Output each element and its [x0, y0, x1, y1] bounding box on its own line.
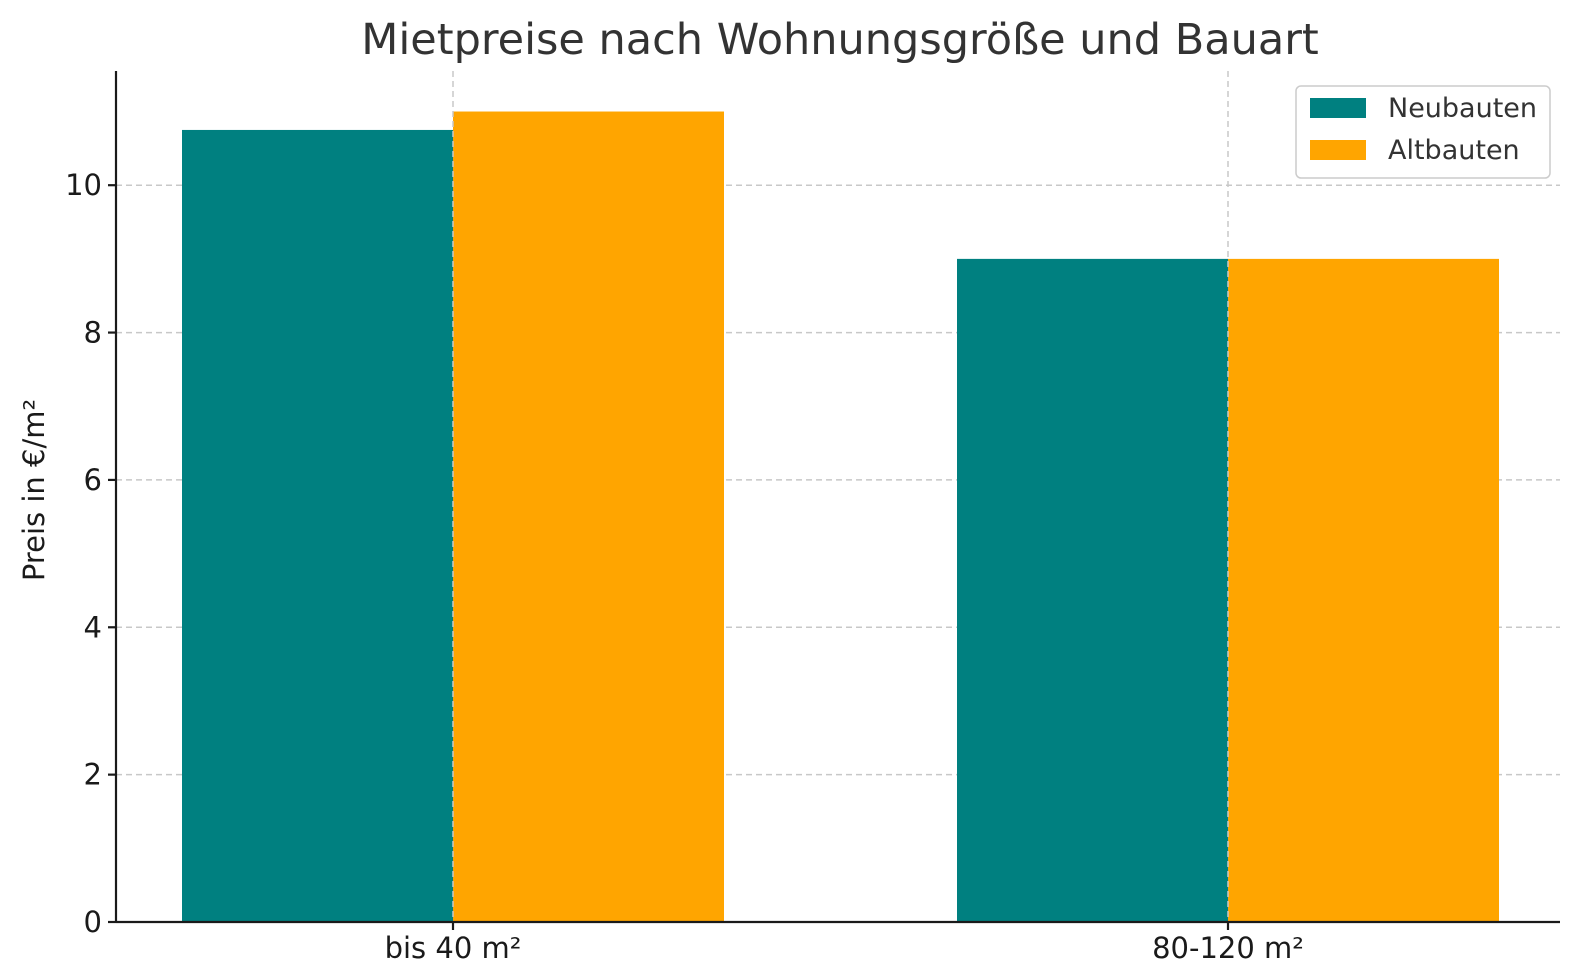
- legend-label-neubauten: Neubauten: [1388, 93, 1537, 124]
- x-tick-labels: bis 40 m² 80-120 m²: [385, 922, 1304, 965]
- y-axis-label: Preis in €/m²: [17, 399, 51, 581]
- chart-title: Mietpreise nach Wohnungsgröße und Bauart: [361, 15, 1319, 65]
- y-tick-label: 0: [84, 905, 102, 939]
- x-tick-label: bis 40 m²: [385, 931, 522, 965]
- y-tick-labels: 0 2 4 6 8 10: [65, 168, 116, 939]
- legend-swatch-altbauten: [1310, 140, 1366, 160]
- vertical-grid-lines: [452, 71, 1229, 922]
- y-tick-label: 2: [84, 758, 102, 792]
- y-tick-label: 6: [84, 463, 102, 497]
- legend: Neubauten Altbauten: [1295, 85, 1551, 179]
- legend-swatch-neubauten: [1310, 98, 1366, 118]
- legend-label-altbauten: Altbauten: [1388, 135, 1520, 166]
- x-tick-label: 80-120 m²: [1152, 931, 1304, 965]
- y-tick-label: 10: [65, 168, 102, 202]
- y-tick-label: 4: [84, 610, 102, 644]
- bars: [182, 111, 1499, 923]
- bar-altbauten-1: [1228, 258, 1499, 922]
- bar-neubauten-1: [957, 258, 1228, 922]
- y-tick-label: 8: [84, 316, 102, 350]
- bar-altbauten-0: [453, 111, 724, 923]
- bar-neubauten-0: [182, 129, 453, 922]
